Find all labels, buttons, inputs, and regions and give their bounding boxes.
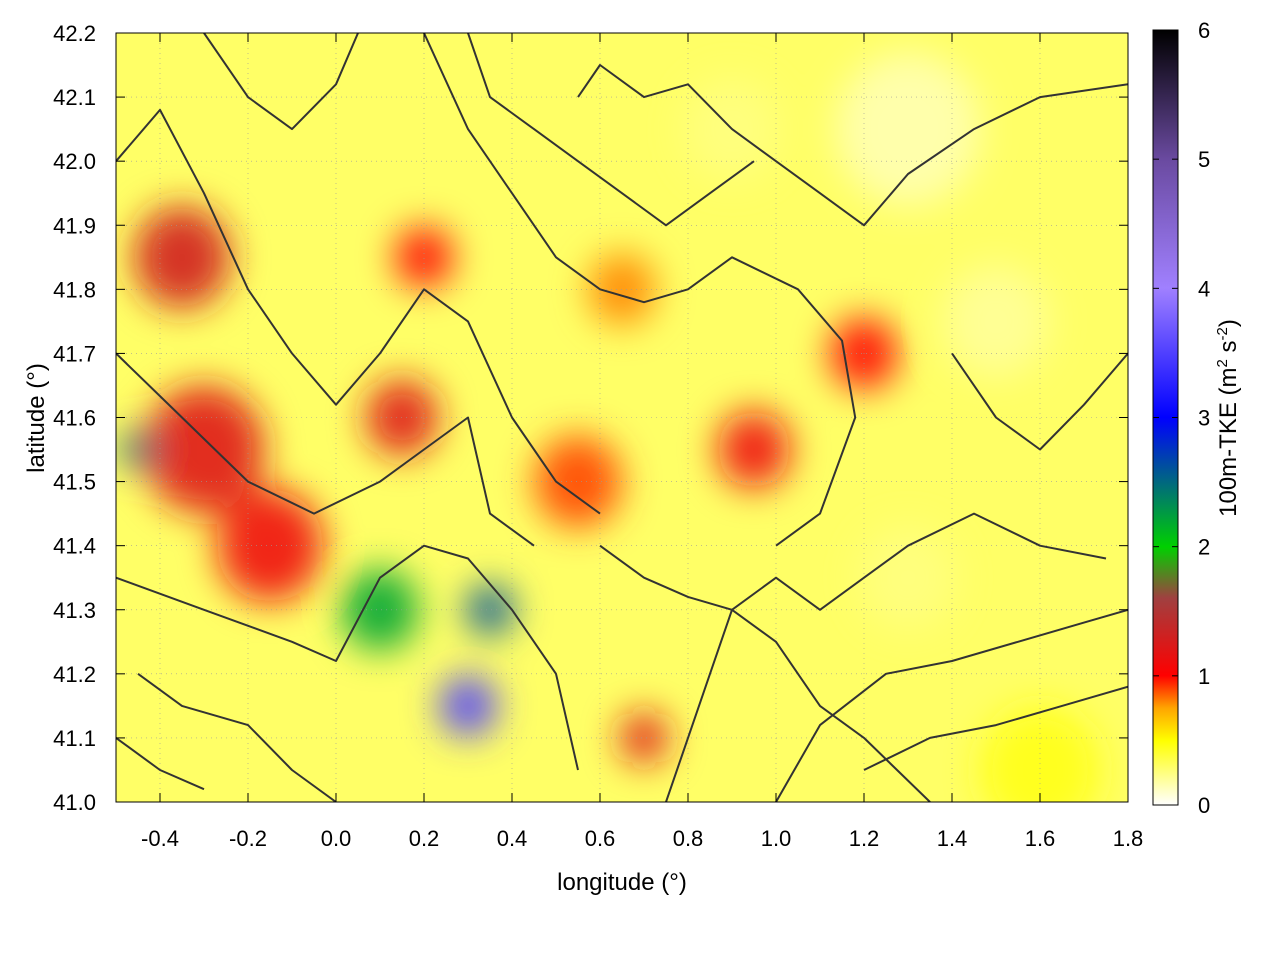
colorbar-label: 100m-TKE (m2 s-2) [1214,319,1242,517]
x-tick-label: 1.2 [849,826,880,851]
contour-line [599,544,931,802]
colorbar-label-sup1: 2 [1214,359,1231,367]
contour-line [137,672,337,802]
tke-region [395,226,453,289]
x-axis-ticks: -0.4 -0.2 0.0 0.2 0.4 0.6 0.8 1.0 1.2 1.4 1.6 1.8 [141,33,1143,851]
x-tick-label: 1.8 [1113,826,1144,851]
tke-region [133,205,231,309]
x-tick-label: 0.6 [585,826,616,851]
y-tick-label: 42.2 [53,21,96,46]
terrain-contours [116,33,1128,802]
y-axis-label: latitude (°) [23,363,50,473]
grid-lines [116,33,1128,802]
contour-line [116,352,535,547]
tke-region [534,435,622,528]
y-tick-label: 42.0 [53,149,96,174]
tke-region [619,712,669,764]
colorbar-tick-label: 0 [1198,793,1210,818]
x-tick-label: 0.4 [497,826,528,851]
x-tick-label: -0.2 [229,826,267,851]
colorbar-ticks: 0 1 2 3 4 5 6 [1153,18,1210,818]
contour-line [951,352,1128,451]
y-tick-label: 41.4 [53,534,96,559]
tke-region [439,675,497,737]
tke-region [859,526,957,629]
y-tick-label: 41.6 [53,406,96,431]
tke-region [118,429,158,470]
colorbar-label-end: ) [1215,319,1242,327]
contour-line [116,108,601,515]
y-tick-label: 41.1 [53,726,96,751]
y-tick-label: 41.7 [53,341,96,366]
x-tick-label: 0.8 [673,826,704,851]
x-tick-label: -0.4 [141,826,179,851]
colorbar-tick-label: 6 [1198,18,1210,43]
contour-line [775,608,1128,802]
x-tick-label: 1.6 [1025,826,1056,851]
y-tick-label: 41.8 [53,277,96,302]
colorbar-label-mid: s [1215,340,1242,359]
contour-line [577,64,1128,227]
contour-line [203,33,359,131]
contour-line [665,512,1107,802]
colorbar-tick-label: 3 [1198,406,1210,431]
x-tick-label: 1.0 [761,826,792,851]
colorbar-label-main: 100m-TKE (m [1215,368,1242,517]
colorbar-tick-label: 1 [1198,664,1210,689]
tke-region [835,52,981,206]
colorbar-tick-label: 5 [1198,147,1210,172]
contour-line [467,33,755,227]
colorbar-tick-label: 4 [1198,276,1210,301]
y-tick-label: 41.9 [53,213,96,238]
y-tick-label: 41.0 [53,790,96,815]
tke-region [143,385,265,514]
colorbar-label-sup2: -2 [1214,327,1231,340]
x-tick-label: 0.0 [321,826,352,851]
tke-region [341,568,419,651]
tke-region [216,489,324,603]
x-tick-label: 1.4 [937,826,968,851]
tke-region [942,265,1050,378]
contour-line [863,685,1128,771]
colorbar-tick-label: 2 [1198,535,1210,560]
x-tick-label: 0.2 [409,826,440,851]
contour-line [423,33,857,547]
y-tick-label: 41.3 [53,598,96,623]
y-tick-label: 41.5 [53,470,96,495]
tke-region [717,411,791,488]
y-axis-ticks: 41.0 41.1 41.2 41.3 41.4 41.5 41.6 41.7 41.8 41.9… [53,21,1128,815]
x-axis-label: longitude (°) [557,869,687,896]
y-tick-label: 41.2 [53,662,96,687]
y-tick-label: 42.1 [53,85,96,110]
contour-line [116,544,579,771]
contour-line [116,737,205,791]
tke-field [118,52,1101,802]
